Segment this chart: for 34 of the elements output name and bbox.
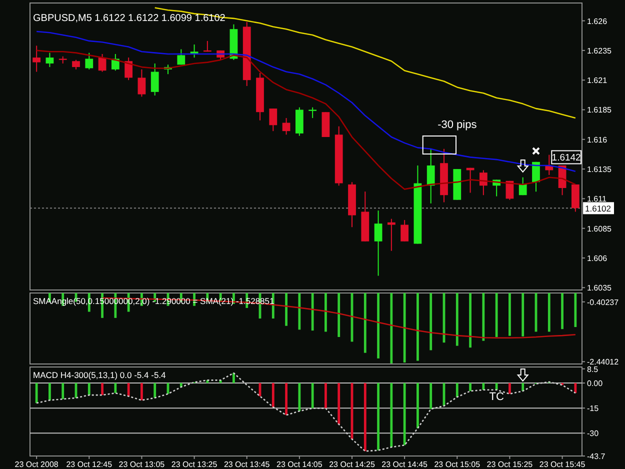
x-tick-label: 23 Oct 14:45 — [382, 460, 428, 469]
x-tick-label: 23 Oct 15:45 — [539, 460, 586, 469]
x-tick-label: 23 Oct 13:45 — [224, 460, 270, 469]
y-tick-label: -43.7 — [587, 452, 606, 461]
y-tick-label: 0.00 — [587, 379, 604, 388]
annotation: 1.6142 — [552, 152, 581, 164]
y-tick-label: -30 — [587, 429, 600, 438]
y-tick-label: 1.6085 — [587, 224, 612, 234]
x-tick-label: 23 Oct 14:05 — [276, 460, 323, 469]
annotation: TC — [489, 391, 504, 403]
y-tick-label: 1.6035 — [587, 284, 612, 293]
x-tick-label: 23 Oct 2008 — [14, 460, 59, 469]
x-tick-label: 23 Oct 15:25 — [486, 460, 534, 469]
x-tick-label: 23 Oct 14:25 — [329, 460, 376, 469]
y-tick-label: -2.44012 — [587, 358, 620, 367]
x-tick-label: 23 Oct 13:25 — [171, 460, 218, 469]
y-tick-label: 1.626 — [587, 16, 608, 26]
x-tick-label: 23 Oct 12:45 — [66, 460, 113, 469]
y-tick-label: 1.6135 — [587, 165, 612, 174]
y-tick-label: 1.616 — [587, 135, 608, 144]
chart-title: MACD H4-300(5,13,1) 0.0 -5.4 -5.4 — [33, 370, 166, 380]
annotation: -30 pips — [438, 119, 478, 131]
y-tick-label: -15 — [587, 404, 600, 414]
x-tick-label: 23 Oct 15:05 — [434, 460, 481, 469]
y-tick-label: 1.6185 — [587, 106, 612, 115]
y-tick-label: 1.611 — [587, 194, 607, 204]
y-tick-label: -0.40237 — [587, 298, 620, 307]
y-tick-label: 1.621 — [587, 76, 608, 86]
x-tick-label: 23 Oct 13:05 — [118, 460, 166, 469]
ref-line-label: 1.6102 — [585, 204, 612, 214]
y-tick-label: 1.6235 — [587, 46, 612, 56]
y-tick-label: 1.606 — [587, 254, 608, 263]
y-tick-label: 8.5 — [587, 364, 599, 374]
text: GBPUSD,M5 1.6122 1.6122 1.6099 1.6102 — [33, 13, 226, 24]
